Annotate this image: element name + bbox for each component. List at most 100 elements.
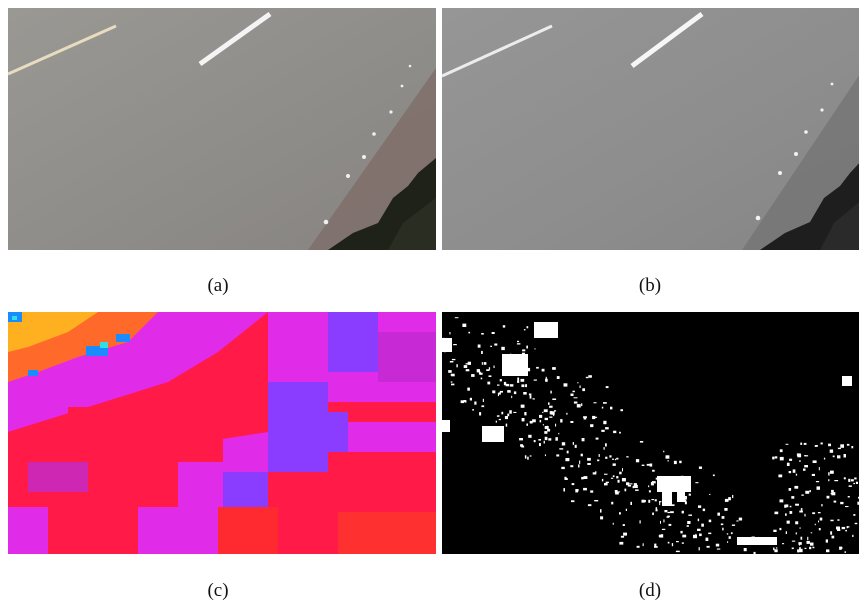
mask-speck	[576, 404, 581, 408]
mask-speck	[449, 361, 454, 363]
mask-speck	[848, 478, 851, 482]
mask-speck	[605, 443, 607, 447]
mask-speck	[795, 473, 798, 476]
mask-speck	[786, 462, 790, 466]
mask-speck	[786, 520, 790, 524]
mask-speck	[520, 404, 525, 408]
mask-speck	[545, 376, 547, 380]
mask-speck	[545, 378, 548, 382]
mask-speck	[498, 418, 501, 421]
mask-speck	[522, 352, 525, 355]
mask-speck	[649, 463, 653, 467]
mask-speck	[601, 478, 604, 482]
mask-speck	[726, 533, 729, 535]
mask-speck	[552, 398, 557, 400]
mask-speck	[634, 484, 638, 488]
mask-speck	[558, 432, 560, 435]
mask-speck	[799, 527, 801, 529]
mask-speck	[642, 543, 644, 547]
mask-speck	[791, 496, 795, 499]
mask-speck	[456, 364, 458, 368]
mask-speck	[492, 390, 496, 394]
mask-speck	[463, 400, 467, 403]
mask-speck	[667, 541, 670, 544]
mask-speck	[539, 414, 543, 418]
mask-speck	[816, 486, 820, 490]
mask-speck	[604, 473, 608, 475]
mask-speck	[521, 445, 525, 448]
mask-speck	[451, 373, 455, 377]
mask-speck	[511, 395, 513, 399]
mask-speck	[566, 412, 568, 415]
mask-speck	[667, 515, 670, 518]
mask-speck	[499, 390, 503, 393]
mask-speck	[688, 514, 692, 516]
mask-speck	[565, 478, 568, 480]
mask-speck	[479, 372, 483, 375]
mask-speck	[504, 416, 508, 420]
mask-speck	[603, 447, 605, 450]
mask-speck	[622, 468, 623, 472]
mask-speck	[563, 488, 565, 492]
mask-speck	[697, 528, 701, 531]
mask-speck	[715, 543, 720, 547]
mask-speck	[826, 495, 830, 499]
mask-speck	[501, 346, 505, 351]
mask-speck	[810, 532, 813, 534]
panel-b-grayscale-image	[442, 8, 859, 250]
mask-speck	[788, 488, 792, 491]
mask-speck	[497, 384, 500, 386]
mask-speck	[797, 549, 800, 553]
mask-speck	[820, 442, 823, 445]
mask-speck	[497, 392, 499, 397]
mask-speck	[774, 549, 778, 553]
mask-speck	[651, 481, 656, 484]
mask-speck	[805, 490, 810, 494]
mask-speck	[774, 511, 779, 515]
mask-speck	[610, 406, 613, 410]
mask-speck	[727, 541, 729, 543]
mask-speck	[832, 455, 835, 458]
mask-speck	[789, 511, 793, 514]
mask-speck	[834, 480, 839, 482]
mask-speck	[556, 376, 560, 379]
mask-speck	[795, 521, 799, 525]
mask-speck	[831, 492, 836, 496]
mask-speck	[548, 402, 550, 405]
mask-speck	[779, 456, 784, 461]
mask-speck	[532, 398, 535, 400]
mask-speck	[509, 410, 512, 414]
mask-speck	[553, 414, 555, 417]
mask-speck	[773, 529, 777, 532]
mask-speck	[695, 482, 699, 484]
mask-speck	[529, 455, 532, 457]
mask-speck	[516, 343, 521, 345]
mask-speck	[524, 455, 527, 459]
mask-speck	[603, 420, 607, 425]
mask-speck	[493, 365, 495, 368]
mask-speck	[448, 370, 452, 373]
mask-speck	[624, 488, 627, 492]
mask-speck	[573, 401, 578, 404]
mask-speck	[753, 551, 756, 554]
mask-speck	[453, 344, 457, 346]
mask-speck	[635, 459, 640, 463]
mask-speck	[837, 447, 841, 450]
mask-speck	[544, 436, 548, 441]
mask-speck	[840, 501, 844, 505]
mask-speck	[779, 449, 783, 453]
mask-speck	[687, 521, 691, 524]
mask-speck	[549, 411, 553, 415]
mask-speck	[570, 465, 574, 468]
mask-speck	[474, 401, 477, 405]
mask-speck	[840, 546, 843, 549]
mask-speck	[663, 450, 665, 453]
mask-speck	[536, 366, 539, 369]
mask-speck	[620, 535, 625, 538]
mask-speck	[481, 350, 483, 354]
mask-speck	[683, 496, 687, 500]
mask-speck	[578, 464, 580, 468]
mask-speck	[784, 504, 787, 508]
mask-speck	[619, 471, 622, 475]
mask-speck	[542, 424, 544, 426]
